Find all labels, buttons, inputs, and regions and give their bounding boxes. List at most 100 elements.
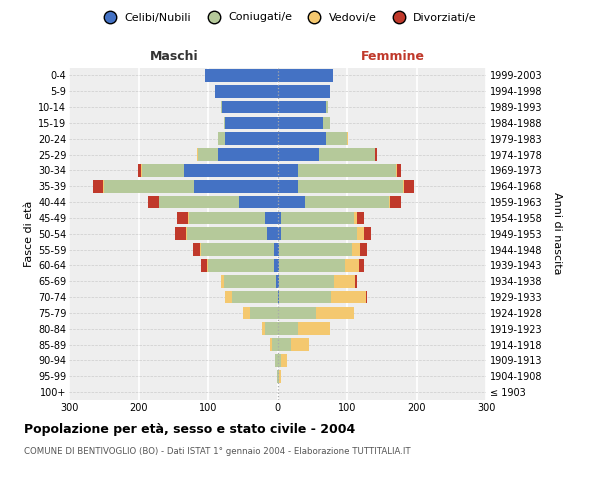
Bar — [277, 196, 305, 208]
Bar — [262, 322, 265, 335]
Bar — [208, 259, 274, 272]
Bar — [277, 244, 279, 256]
Bar — [226, 291, 232, 304]
Bar — [345, 259, 359, 272]
Bar — [355, 275, 357, 287]
Bar — [277, 148, 319, 161]
Bar — [186, 228, 187, 240]
Bar — [326, 132, 347, 145]
Bar — [158, 196, 160, 208]
Bar — [395, 164, 397, 177]
Bar — [142, 164, 184, 177]
Bar — [274, 259, 277, 272]
Bar — [265, 322, 277, 335]
Bar — [267, 228, 277, 240]
Bar — [279, 275, 334, 287]
Bar — [224, 116, 226, 129]
Bar — [326, 100, 328, 114]
Bar — [193, 244, 200, 256]
Bar — [389, 196, 390, 208]
Bar — [331, 291, 366, 304]
Bar — [277, 100, 326, 114]
Bar — [279, 259, 345, 272]
Bar — [188, 212, 265, 224]
Bar — [352, 244, 360, 256]
Bar — [305, 196, 389, 208]
Bar — [141, 164, 142, 177]
Bar — [366, 291, 367, 304]
Bar — [224, 275, 276, 287]
Bar — [148, 196, 158, 208]
Y-axis label: Anni di nascita: Anni di nascita — [553, 192, 562, 275]
Bar — [277, 228, 281, 240]
Bar — [232, 291, 277, 304]
Bar — [201, 244, 274, 256]
Bar — [178, 212, 188, 224]
Bar — [376, 148, 377, 161]
Bar — [277, 132, 326, 145]
Bar — [277, 291, 279, 304]
Bar — [274, 244, 277, 256]
Bar — [272, 338, 277, 351]
Bar — [292, 338, 309, 351]
Y-axis label: Fasce di età: Fasce di età — [23, 200, 34, 267]
Bar — [226, 116, 277, 129]
Bar — [277, 180, 298, 192]
Bar — [277, 116, 323, 129]
Bar — [194, 180, 277, 192]
Bar — [222, 100, 277, 114]
Text: COMUNE DI BENTIVOGLIO (BO) - Dati ISTAT 1° gennaio 2004 - Elaborazione TUTTITALI: COMUNE DI BENTIVOGLIO (BO) - Dati ISTAT … — [24, 448, 410, 456]
Bar — [279, 370, 281, 382]
Bar — [221, 100, 222, 114]
Bar — [200, 244, 201, 256]
Bar — [103, 180, 104, 192]
Bar — [250, 306, 277, 320]
Bar — [277, 275, 279, 287]
Bar — [375, 148, 376, 161]
Bar — [243, 306, 250, 320]
Bar — [277, 338, 292, 351]
Bar — [364, 228, 371, 240]
Bar — [334, 275, 355, 287]
Bar — [277, 212, 281, 224]
Bar — [275, 354, 277, 367]
Bar — [298, 180, 403, 192]
Bar — [358, 212, 364, 224]
Bar — [92, 180, 103, 192]
Bar — [329, 85, 331, 98]
Bar — [239, 196, 277, 208]
Bar — [323, 116, 329, 129]
Bar — [281, 228, 358, 240]
Bar — [319, 148, 375, 161]
Bar — [277, 306, 316, 320]
Bar — [281, 212, 354, 224]
Bar — [175, 228, 186, 240]
Bar — [281, 354, 287, 367]
Legend: Celibi/Nubili, Coniugati/e, Vedovi/e, Divorziati/e: Celibi/Nubili, Coniugati/e, Vedovi/e, Di… — [95, 8, 481, 27]
Bar — [206, 259, 208, 272]
Bar — [316, 306, 354, 320]
Bar — [270, 338, 272, 351]
Bar — [359, 259, 364, 272]
Bar — [360, 244, 367, 256]
Bar — [277, 69, 333, 82]
Bar — [104, 180, 194, 192]
Bar — [226, 132, 277, 145]
Bar — [218, 132, 226, 145]
Bar — [277, 164, 298, 177]
Bar — [187, 228, 267, 240]
Bar — [201, 259, 206, 272]
Bar — [218, 148, 277, 161]
Bar — [138, 164, 141, 177]
Bar — [277, 322, 298, 335]
Bar — [298, 322, 329, 335]
Bar — [390, 196, 401, 208]
Bar — [197, 148, 218, 161]
Bar — [404, 180, 415, 192]
Text: Popolazione per età, sesso e stato civile - 2004: Popolazione per età, sesso e stato civil… — [24, 422, 355, 436]
Bar — [205, 69, 277, 82]
Bar — [279, 291, 331, 304]
Bar — [298, 164, 395, 177]
Bar — [358, 228, 364, 240]
Bar — [397, 164, 401, 177]
